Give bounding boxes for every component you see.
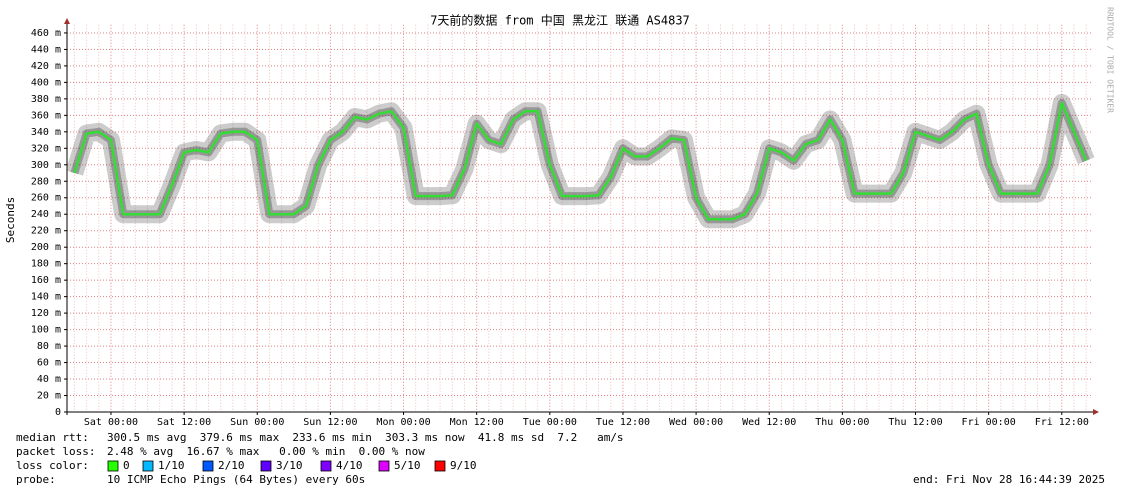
y-tick-label: 440 m [31,44,61,55]
x-tick-label: Wed 12:00 [742,417,796,428]
x-tick-label: Wed 00:00 [669,417,723,428]
legend-swatch [378,460,390,472]
y-tick-label: 40 m [37,374,61,385]
y-tick-label: 300 m [31,160,61,171]
x-tick-label: Tue 00:00 [523,417,577,428]
legend-text: 3/10 [276,459,303,472]
x-tick-label: Sat 00:00 [84,417,138,428]
y-tick-label: 460 m [31,28,61,39]
y-tick-label: 340 m [31,127,61,138]
stat-text: 2.48 % avg 16.67 % max 0.00 % min 0.00 %… [107,445,425,458]
y-tick-label: 20 m [37,391,61,402]
x-tick-label: Tue 12:00 [596,417,650,428]
y-tick-label: 180 m [31,259,61,270]
axis-arrow [1093,409,1099,415]
legend-swatch [434,460,446,472]
y-tick-label: 0 [55,407,61,418]
legend-text: 1/10 [158,459,185,472]
legend-text: 2/10 [218,459,245,472]
x-tick-label: Sun 12:00 [303,417,357,428]
watermark: RRDTOOL / TOBI OETIKER [1106,7,1115,113]
probe-text: 10 ICMP Echo Pings (64 Bytes) every 60s [107,473,365,486]
y-tick-label: 160 m [31,275,61,286]
x-tick-label: Fri 12:00 [1035,417,1089,428]
legend-text: 4/10 [336,459,363,472]
x-tick-label: Mon 00:00 [376,417,430,428]
y-tick-label: 120 m [31,308,61,319]
y-tick-label: 400 m [31,77,61,88]
stat-label: packet loss: [16,445,95,458]
median-line [73,101,1088,221]
y-tick-label: 200 m [31,242,61,253]
stat-text: 300.5 ms avg 379.6 ms max 233.6 ms min 3… [107,431,624,444]
y-tick-label: 240 m [31,209,61,220]
legend-label: loss color: [16,459,89,472]
y-axis-label: Seconds [4,197,17,243]
x-tick-label: Sun 00:00 [230,417,284,428]
legend-swatch [320,460,332,472]
x-tick-label: Thu 12:00 [888,417,942,428]
axis-arrow [64,18,70,24]
legend-text: 5/10 [394,459,421,472]
stat-label: median rtt: [16,431,89,444]
legend-swatch [202,460,214,472]
x-tick-label: Mon 12:00 [450,417,504,428]
y-tick-label: 420 m [31,61,61,72]
y-tick-label: 140 m [31,292,61,303]
legend-text: 9/10 [450,459,477,472]
end-time: end: Fri Nov 28 16:44:39 2025 [913,473,1105,486]
legend-swatch [107,460,119,472]
legend-text: 0 [123,459,130,472]
legend-swatch [260,460,272,472]
y-tick-label: 320 m [31,143,61,154]
chart-title: 7天前的数据 from 中国 黑龙江 联通 AS4837 [430,13,690,28]
x-tick-label: Sat 12:00 [157,417,211,428]
y-tick-label: 100 m [31,325,61,336]
y-tick-label: 360 m [31,110,61,121]
y-tick-label: 80 m [37,341,61,352]
legend-swatch [142,460,154,472]
y-tick-label: 220 m [31,226,61,237]
y-tick-label: 60 m [37,358,61,369]
y-tick-label: 260 m [31,193,61,204]
x-tick-label: Fri 00:00 [962,417,1016,428]
probe-label: probe: [16,473,56,486]
y-tick-label: 280 m [31,176,61,187]
y-tick-label: 380 m [31,94,61,105]
x-tick-label: Thu 00:00 [815,417,869,428]
